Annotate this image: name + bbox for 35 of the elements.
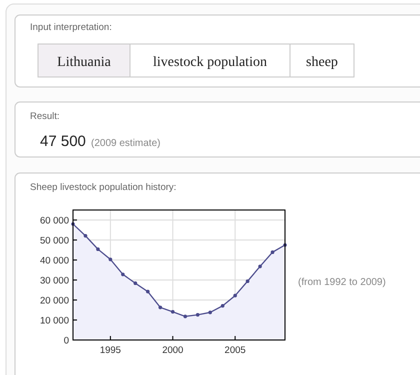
point xyxy=(270,250,274,254)
point xyxy=(196,313,200,317)
x-tick-label: 2000 xyxy=(162,345,184,356)
point xyxy=(208,310,212,314)
text: (from 1992 to 2009) xyxy=(298,277,386,288)
x-tick-label: 1995 xyxy=(100,345,121,356)
y-tick-label: 30 000 xyxy=(40,276,69,286)
point xyxy=(233,294,237,298)
text: (2009 estimate) xyxy=(91,138,160,149)
y-tick-label: 60 000 xyxy=(40,216,69,226)
point xyxy=(158,306,162,310)
point xyxy=(246,279,250,283)
text: Result: xyxy=(30,111,60,122)
point xyxy=(134,281,138,285)
y-tick-label: 20 000 xyxy=(40,296,69,306)
y-tick-label: 40 000 xyxy=(40,256,69,266)
point xyxy=(220,304,224,308)
x-tick-label: 2005 xyxy=(224,345,246,356)
point xyxy=(170,310,175,314)
point xyxy=(84,234,88,238)
y-tick-label: 0 xyxy=(64,336,69,346)
point xyxy=(96,247,100,251)
text: Input interpretation: xyxy=(30,22,112,33)
text: 47 500 xyxy=(40,133,86,150)
point xyxy=(121,272,125,276)
point xyxy=(258,264,262,268)
text: sheep xyxy=(306,55,338,70)
point xyxy=(108,258,112,262)
text: Lithuania xyxy=(57,55,112,70)
y-tick-label: 50 000 xyxy=(40,236,69,246)
chart-title: Sheep livestock population history: xyxy=(30,182,176,193)
point xyxy=(146,290,150,294)
point xyxy=(183,314,188,318)
y-tick-label: 10 000 xyxy=(40,316,69,326)
text: livestock population xyxy=(153,55,267,70)
